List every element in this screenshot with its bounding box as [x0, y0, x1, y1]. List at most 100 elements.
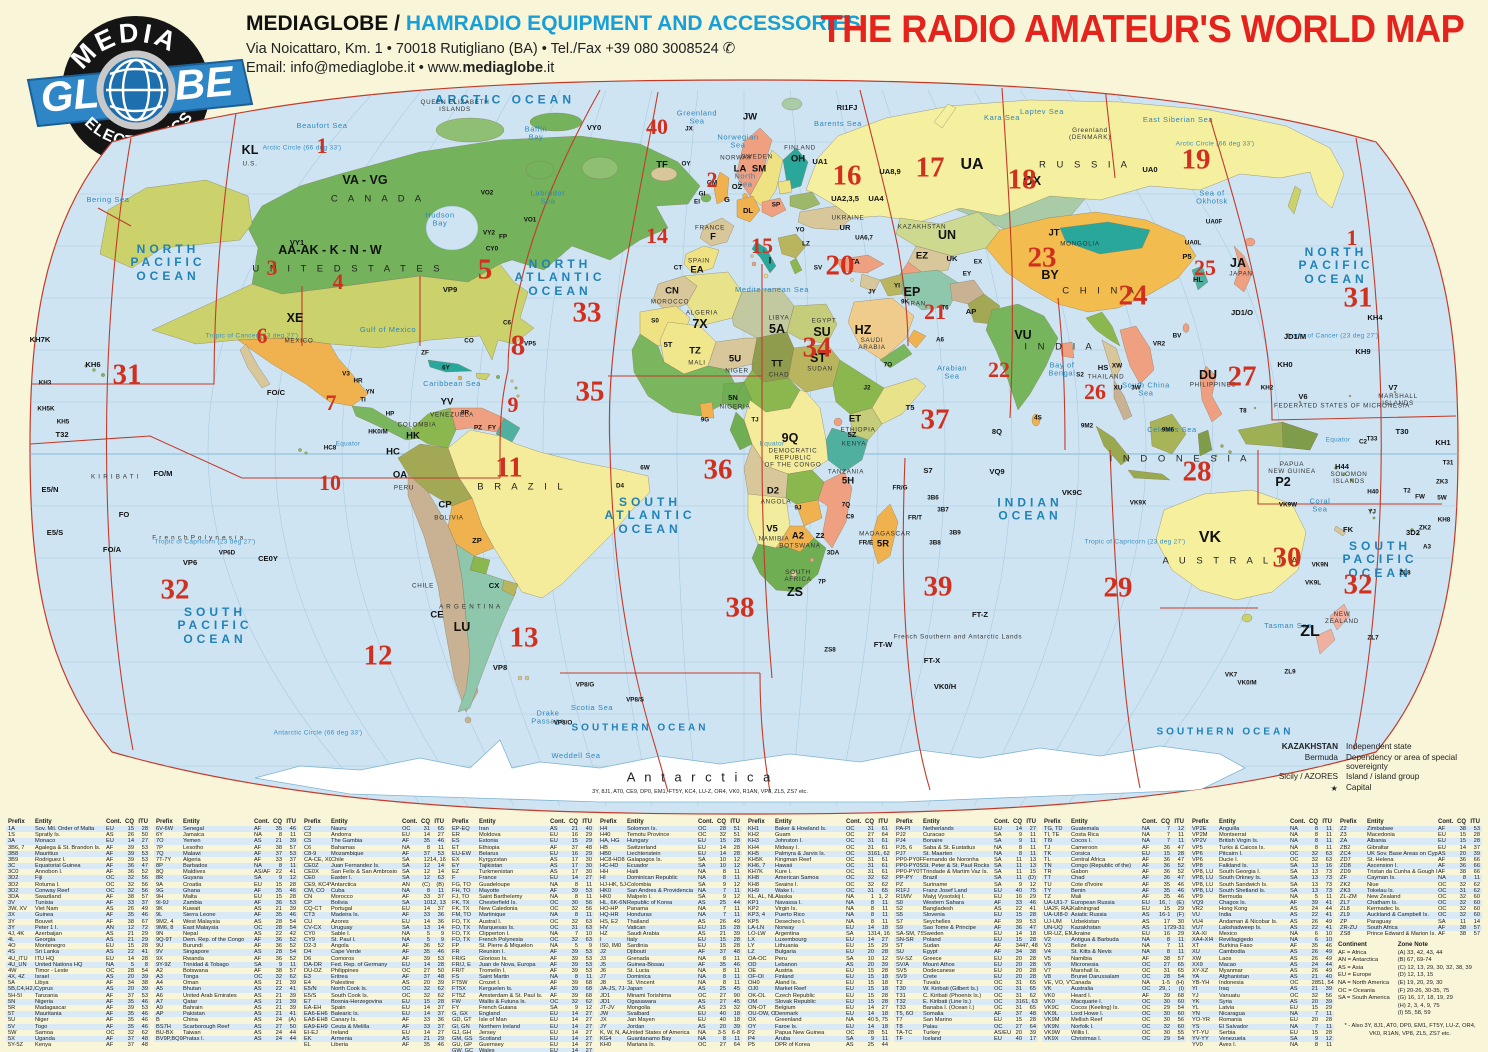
table-row: KP2 Virgin Is. NA 8 11: [748, 906, 888, 913]
table-row: 4O Montenegro EU 15 28: [8, 943, 148, 950]
table-row: KH7K Kure I. OC 31 61: [748, 869, 888, 876]
table-row: KL, AL, NL, WLAlaskaNA11, 2: [748, 893, 888, 900]
land-chad: [751, 331, 795, 383]
land-uganda: [833, 417, 843, 427]
table-row: 3B6, 7 Agalega & St. Brandon Is. AF 39 53: [8, 844, 148, 851]
table-row: YK Syria AS 20 39: [1190, 998, 1334, 1005]
table-row: I Italy EU 15 28: [598, 937, 742, 944]
table-row: VU India AS 22 41: [1190, 912, 1334, 919]
arctic-islands: [435, 117, 505, 143]
table-row: HO-HP Panama NA 7 11: [600, 906, 740, 913]
land-madagascar: [870, 503, 899, 565]
email-suffix: .it: [543, 60, 555, 76]
table-row: P2 Papua New Guinea OC 28 51: [748, 1029, 888, 1036]
land-indochina: [1119, 325, 1155, 385]
prefix-table-group: Prefix Entity Cont. CQ ITU C2 Nauru OC 31 65 C3 And…: [302, 818, 446, 1048]
email-domain: mediaglobe: [462, 60, 544, 76]
map-key: KAZAKHSTAN Independent state Bermuda Depend…: [1256, 742, 1481, 794]
table-row: YJ Vanuatu OC 32 56: [1192, 992, 1332, 999]
table-row: SN-SR Poland EU 15 28: [894, 937, 1038, 944]
table-row: 5T Mauritania AF 35 46: [6, 1011, 150, 1018]
table-row: FP St. Pierre & Miquelon NA 5 9: [452, 943, 592, 950]
table-row: 4S Sri Lanka AS 22 41: [6, 949, 150, 956]
land-yemen: [879, 343, 913, 369]
table-row: ZL7 Chatham Is. OC 32 60: [1338, 900, 1482, 907]
table-row: TY Benin AF 35 46: [1042, 887, 1186, 894]
table-row: VK9X Christmas I. OC 29 54: [1042, 1035, 1186, 1043]
table-row: HZ Saudi Arabia AS 21 39: [600, 930, 740, 937]
table-row: T31 C. Kiribati (Phoenix Is.) OC 31 62: [896, 992, 1036, 999]
table-row: HA, HG Hungary EU 15 28: [598, 838, 742, 845]
table-row: S5 Slovenia EU 15 28: [894, 912, 1038, 919]
table-row: D6 Comoros AF 39 53: [304, 955, 444, 962]
table-row: A6 United Arab Emirates AS 21 39: [156, 992, 296, 999]
table-row: FR/J, E Juan de Nova, Europa AF 39 53: [450, 961, 594, 968]
table-row: SV5 Dodecanese EU 20 28: [896, 967, 1036, 974]
table-row: TA-TC Turkey AS/EU 20 39: [896, 1029, 1036, 1036]
company-info: MEDIAGLOBE / HAMRADIO EQUIPMENT AND ACCE…: [246, 12, 861, 76]
land-chile: [407, 473, 479, 713]
table-header-row: Prefix Entity Cont. CQ ITU: [8, 819, 148, 825]
table-row: TJ Cameroon AF 36 47: [1044, 844, 1184, 851]
land-india: [985, 303, 1059, 411]
table-row: YV-YY Venezuela SA 9 12: [1190, 1035, 1334, 1043]
table-row: EA9-EH9 Ceuta & Melilla AF 33 37: [302, 1023, 446, 1030]
land-ghana: [699, 401, 715, 419]
land-balkans: [777, 233, 807, 259]
table-row: ZF Cayman Is. NA 8 11: [1338, 875, 1482, 882]
table-row: CE0 Easter I. SA 12 63: [302, 875, 446, 882]
land-nz-south: [1315, 628, 1336, 655]
table-row: R1FJ Franz Josef Land EU 40 75: [894, 887, 1038, 894]
table-header-row: Prefix Entity Cont. CQ ITU: [1044, 819, 1184, 825]
table-row: HQ-HR Honduras NA 7 11: [598, 912, 742, 919]
table-row: HB Switzerland EU 14 28: [600, 844, 740, 851]
land-colombia: [411, 407, 457, 449]
table-row: VK9C Cocos (Keeling) Is. OC 29 54: [1044, 1004, 1184, 1011]
land-mexico: [237, 337, 369, 407]
table-row: T5, 6O Somalia AF 37 48: [894, 1011, 1038, 1018]
table-row: CM, CO Cuba NA 8 11: [302, 887, 446, 894]
table-row: TI, TE Costa Rica NA 7 11: [1044, 832, 1184, 839]
table-row: HC8-HD8 Galapagos Is. SA 10 12: [600, 856, 740, 863]
table-row: LZ Bulgaria EU 20 28: [746, 949, 890, 956]
table-row: OK-OL Czech Republic EU 15 28: [748, 992, 888, 999]
table-row: 9K Kuwait AS 21 39: [156, 906, 296, 913]
table-row: FY French Guiana SA 9 12: [452, 1004, 592, 1011]
table-row: 4W Timor - Leste OC 28 54: [8, 967, 148, 974]
table-row: VP6 Ducie I. OC 32 63: [1192, 856, 1332, 863]
table-row: GJ, GH Jersey EU 14 27: [452, 1029, 592, 1036]
prefix-table-group: Prefix Entity Cont. CQ ITU 6V-6W Senegal AF 35 46…: [154, 818, 298, 1048]
table-row: 5H-5I Tanzania AF 37 53: [8, 992, 148, 999]
table-row: VP9 Bermuda NA 5 11: [1192, 893, 1332, 900]
table-row: DA-DR Fed. Rep. of Germany EU 14 28: [302, 961, 446, 968]
table-row: S9 Sao Tome & Principe AF 36 47: [894, 924, 1038, 931]
table-row: VQ9 Chagos Is. AF 39 41: [1190, 900, 1334, 907]
land-baja: [239, 343, 271, 389]
table-footnote: * - Also 3Y, 8J1, AT0, DP0, EM1, FT5Y, L…: [1344, 1023, 1476, 1037]
table-row: XA4-XI4 Revillagigedo NA 6 10: [1190, 937, 1334, 944]
table-row: 5X Uganda AF 37 48: [6, 1035, 150, 1043]
table-row: HL, 6K-6N Republic of Korea AS 25 44: [598, 900, 742, 907]
prefix-table-group: Prefix Entity Cont. CQ ITU Z2 Zimbabwe AF 38 53 Z3…: [1338, 818, 1482, 1048]
table-row: 9H Malta EU 15 28: [156, 893, 296, 900]
table-row: T8 Palau OC 27 64: [894, 1023, 1038, 1030]
table-row: 3X Guinea AF 35 46: [6, 912, 150, 919]
table-row: 3B9 Rodriguez I. AF 39 53: [8, 856, 148, 863]
table-row: FS Saint Martin NA 8 11: [450, 974, 594, 981]
table-row: FW Wallis & Futuna Is. OC 32 62: [450, 998, 594, 1005]
land-sulawesi: [1197, 429, 1213, 457]
table-row: CV-CX Uruguay SA 13 14: [302, 924, 446, 931]
table-row: OF-OI Finland EU 15 18: [746, 974, 890, 981]
table-row: HV Vatican EU 15 28: [598, 924, 742, 931]
table-row: EA6-EH6 Balearic Is. EU 14 37: [302, 1011, 446, 1018]
table-row: VK0 Heard I. AF 39 68: [1044, 992, 1184, 999]
world-map-svg: [29, 79, 1459, 815]
table-row: CP Bolivia SA 10 12, 13: [302, 900, 446, 907]
land-taiwan: [1182, 323, 1190, 333]
table-row: A3 Tonga OC 32 62: [154, 974, 298, 981]
table-row: VP6 Pitcairn I. OC 32 63: [1190, 850, 1334, 857]
table-row: XY-XZ Myanmar AS 26 49: [1192, 967, 1332, 974]
table-row: ES Estonia EU 15 29: [450, 838, 594, 845]
